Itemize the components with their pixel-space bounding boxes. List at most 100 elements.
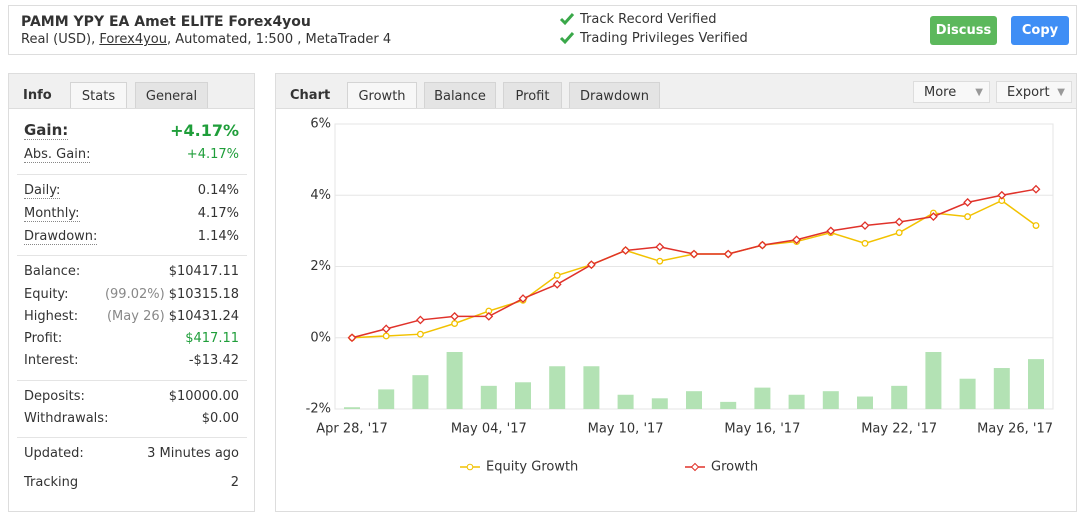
stat-label: Interest:	[24, 353, 79, 368]
y-tick-label: -2%	[306, 402, 331, 417]
tab[interactable]: Drawdown	[569, 82, 660, 108]
point	[1031, 184, 1041, 194]
stats-panel: Info Stats General Gain: +4.17% Abs. Gain:…	[8, 73, 255, 512]
tab[interactable]: Profit	[503, 82, 562, 108]
tab[interactable]: Growth	[347, 82, 417, 108]
stat-row: Equity: $10315.18 (99.02%)	[24, 287, 239, 307]
point	[963, 197, 973, 207]
point	[826, 226, 836, 236]
stat-label: Withdrawals:	[24, 411, 109, 426]
point	[723, 249, 733, 259]
point	[894, 217, 904, 227]
point	[415, 315, 425, 325]
header-bar: PAMM YPY EA Amet ELITE Forex4you Real (U…	[8, 5, 1077, 55]
separator	[17, 174, 247, 175]
stat-label: Gain:	[24, 121, 69, 140]
point	[689, 249, 699, 259]
point	[928, 212, 938, 222]
stat-row: Monthly: 4.17%	[24, 206, 239, 226]
bar	[412, 375, 429, 409]
menu-label: Export	[1007, 85, 1050, 100]
stat-value: 1.14%	[197, 229, 239, 244]
bar	[583, 366, 600, 409]
menu-label: More	[924, 85, 957, 100]
y-tick-label: 2%	[310, 259, 331, 274]
panel-title: Chart	[290, 88, 331, 103]
point	[964, 213, 972, 221]
stat-label: Highest:	[24, 309, 79, 324]
stat-row: Daily: 0.14%	[24, 183, 239, 203]
stat-value: $10315.18	[168, 287, 239, 302]
point	[347, 333, 357, 343]
stat-label: Daily:	[24, 183, 61, 199]
broker-link[interactable]: Forex4you	[99, 32, 167, 47]
account-title: PAMM YPY EA Amet ELITE Forex4you	[21, 14, 311, 30]
bar	[754, 387, 771, 409]
stat-label: Balance:	[24, 264, 81, 279]
verified-label: Trading Privileges Verified	[580, 31, 748, 46]
bar	[891, 385, 908, 409]
y-tick-label: 0%	[310, 330, 331, 345]
verified-label: Track Record Verified	[580, 12, 717, 27]
bar	[686, 391, 702, 409]
tab-bar	[9, 74, 254, 109]
stat-row: Drawdown: 1.14%	[24, 229, 239, 249]
point	[518, 294, 528, 303]
bar	[720, 401, 737, 409]
stat-value: 2	[230, 475, 239, 490]
bar	[925, 352, 942, 409]
more-menu[interactable]: More ▼	[913, 81, 990, 103]
stat-value: +4.17%	[170, 121, 239, 140]
stat-value: 0.14%	[197, 183, 239, 198]
stat-label: Equity:	[24, 287, 69, 302]
bar	[651, 398, 668, 409]
tab[interactable]: Balance	[424, 82, 496, 108]
stat-value: 3 Minutes ago	[147, 446, 239, 461]
stat-value: $10417.11	[168, 264, 239, 279]
separator	[17, 437, 247, 438]
check-icons	[559, 13, 575, 45]
stat-row: Tracking 2	[24, 475, 239, 495]
bar	[378, 389, 395, 409]
bar	[446, 352, 463, 409]
stat-value: 4.17%	[197, 206, 239, 221]
bar	[480, 385, 497, 409]
point	[860, 221, 870, 230]
stat-note: (May 26)	[106, 309, 165, 324]
bar	[549, 366, 566, 409]
point	[621, 246, 631, 255]
bar	[959, 378, 976, 409]
copy-button[interactable]: Copy	[1011, 16, 1069, 45]
bar	[993, 368, 1010, 409]
point	[655, 242, 665, 252]
point	[757, 240, 767, 250]
subtitle-text: Real (USD),	[21, 32, 100, 47]
stat-label: Profit:	[24, 331, 63, 346]
subtitle-text: , Automated, 1:500 , MetaTrader 4	[167, 32, 392, 47]
legend-label: Equity Growth	[486, 460, 578, 475]
point	[1032, 222, 1040, 229]
panel-title: Info	[23, 88, 52, 103]
point	[997, 190, 1007, 200]
bar	[617, 394, 634, 409]
export-menu[interactable]: Export ▼	[996, 81, 1072, 103]
stat-row: Profit: $417.11	[24, 331, 239, 351]
stat-value: $0.00	[201, 411, 239, 426]
discuss-button[interactable]: Discuss	[930, 16, 997, 45]
x-tick-label: May 10, '17	[588, 422, 664, 437]
separator	[17, 380, 247, 381]
tab[interactable]: General	[135, 82, 208, 108]
stat-row: Withdrawals: $0.00	[24, 411, 239, 431]
bar	[344, 407, 360, 409]
point	[381, 324, 391, 334]
stat-label: Drawdown:	[24, 229, 98, 245]
stat-label: Tracking	[24, 475, 79, 490]
stat-row: Gain: +4.17%	[24, 121, 239, 144]
stat-label: Monthly:	[24, 206, 80, 222]
stat-label: Abs. Gain:	[24, 147, 91, 163]
tab[interactable]: Stats	[70, 82, 127, 108]
bar	[822, 391, 839, 409]
stat-value: $10431.24	[168, 309, 239, 324]
